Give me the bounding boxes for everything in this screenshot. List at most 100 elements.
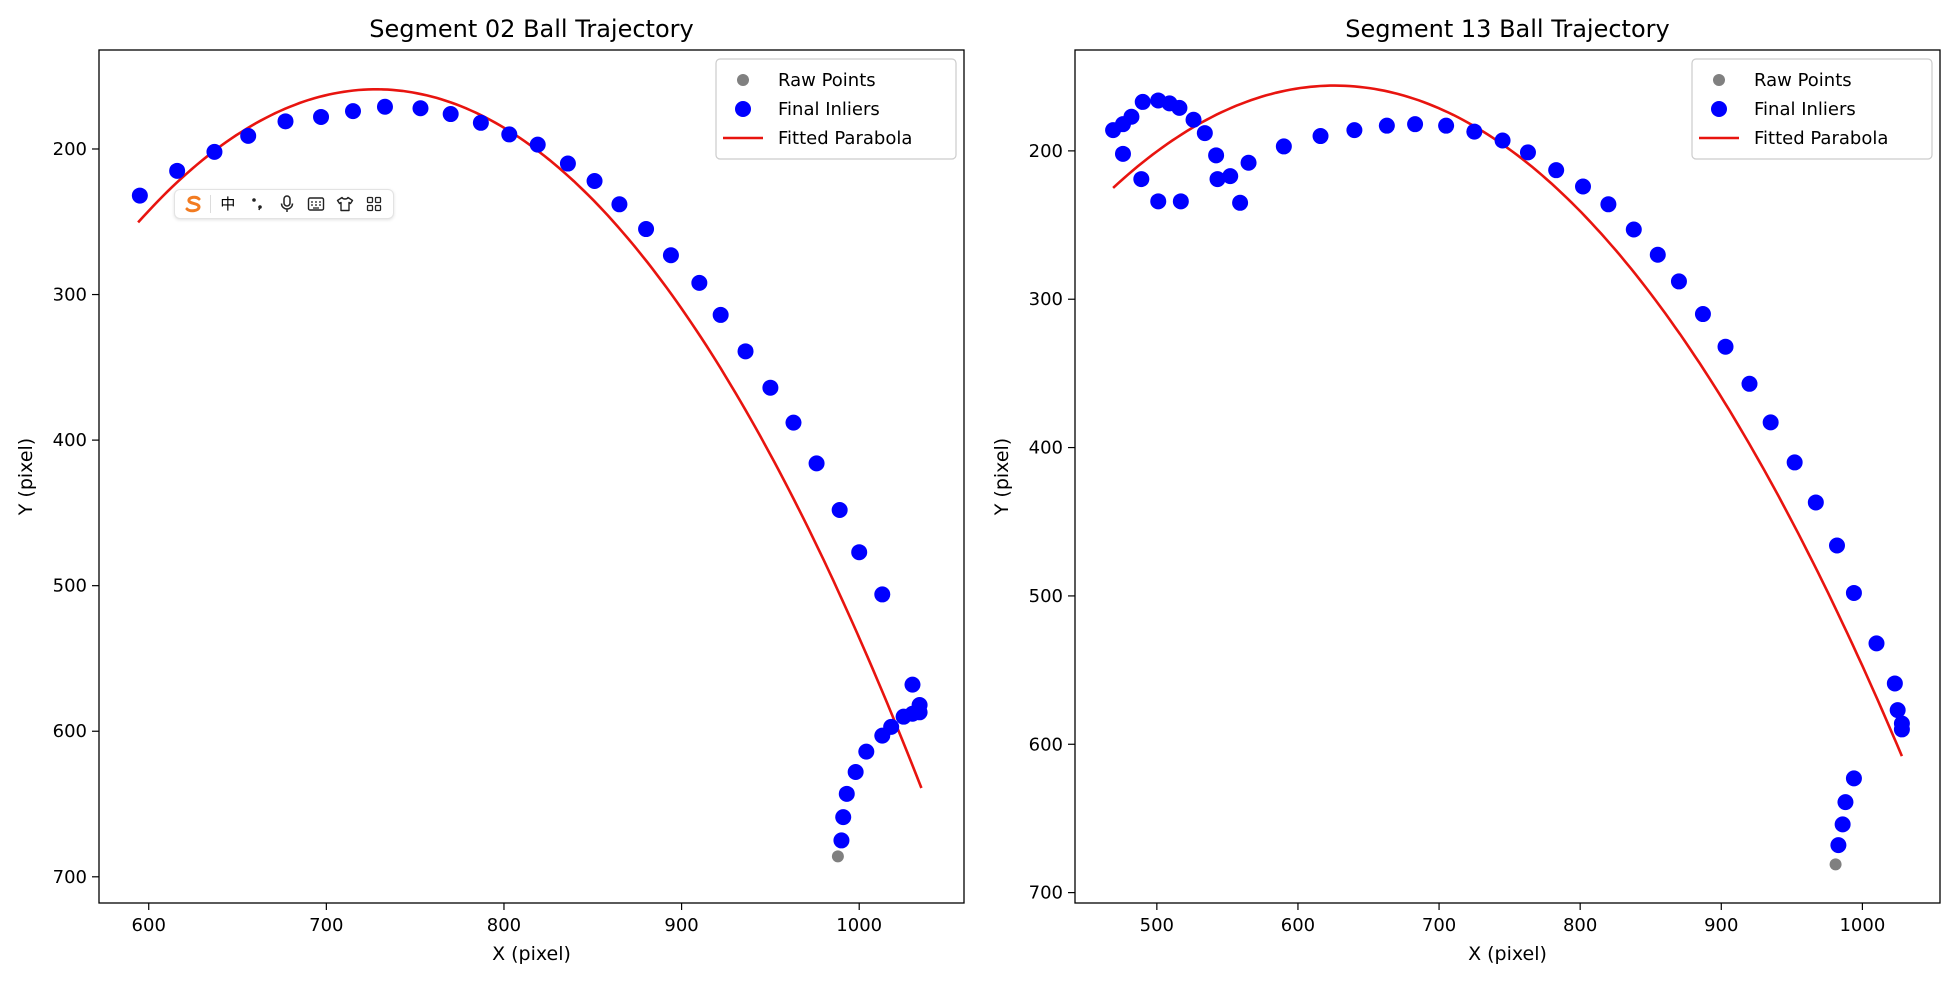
inlier-point <box>1741 375 1758 392</box>
inlier-point <box>904 676 921 693</box>
inlier-point <box>344 103 361 120</box>
y-axis-label: Y (pixel) <box>991 438 1013 516</box>
inlier-point <box>313 108 330 125</box>
y-tick-label: 200 <box>53 139 87 160</box>
inlier-point <box>1845 770 1862 787</box>
x-tick-label: 1000 <box>1839 915 1885 936</box>
legend-label: Final Inliers <box>1754 99 1856 120</box>
inlier-point <box>1519 144 1536 161</box>
inlier-point <box>1209 171 1226 188</box>
inlier-point <box>1208 147 1225 164</box>
inlier-point <box>691 274 708 291</box>
raw-point <box>1829 858 1842 871</box>
legend-label: Raw Points <box>778 70 876 91</box>
inlier-point <box>1134 93 1151 110</box>
y-tick-label: 600 <box>53 721 87 742</box>
inlier-point <box>1868 635 1885 652</box>
inlier-point <box>1625 221 1642 238</box>
y-tick-label: 200 <box>1029 141 1063 162</box>
chart-segment-13: Segment 13 Ball Trajectory 500 600 700 800 90… <box>991 15 1941 965</box>
inlier-point <box>1786 454 1803 471</box>
chart-title: Segment 13 Ball Trajectory <box>1345 15 1669 43</box>
inlier-point <box>1694 306 1711 323</box>
chart-segment-02: Segment 02 Ball Trajectory 600 700 800 900 10… <box>15 15 965 965</box>
inlier-point <box>1275 138 1292 155</box>
inlier-point <box>412 100 429 117</box>
chinese-mode-label: 中 <box>220 194 236 213</box>
inlier-point <box>1574 178 1591 195</box>
y-tick-label: 500 <box>1029 586 1063 607</box>
ime-floating-toolbar[interactable]: 中 <box>174 189 394 219</box>
inlier-point <box>1171 99 1188 116</box>
inlier-point <box>1830 837 1847 854</box>
inlier-point <box>586 173 603 190</box>
x-tick-label: 600 <box>1281 915 1315 936</box>
x-tick-label: 800 <box>1563 915 1597 936</box>
inlier-point <box>638 221 655 238</box>
inlier-point <box>762 379 779 396</box>
inlier-point <box>1494 132 1511 149</box>
inlier-point <box>559 155 576 172</box>
fitted-parabola-line <box>1112 84 1904 757</box>
inlier-point <box>858 743 875 760</box>
inlier-point <box>737 343 754 360</box>
inlier-point <box>1172 193 1189 210</box>
legend-box <box>1691 58 1933 160</box>
legend-label: Raw Points <box>1754 70 1852 91</box>
chinese-mode-icon[interactable]: 中 <box>215 192 240 216</box>
inlier-point <box>847 763 864 780</box>
inlier-point <box>442 106 459 123</box>
inlier-point <box>131 187 148 204</box>
y-axis-label: Y (pixel) <box>15 438 37 516</box>
inlier-point <box>1312 128 1329 145</box>
y-tick-label: 500 <box>53 576 87 597</box>
inlier-point <box>1837 794 1854 811</box>
y-tick-label: 700 <box>1029 883 1063 904</box>
inlier-point <box>662 247 679 264</box>
legend-box <box>715 58 957 160</box>
inlier-point <box>1548 162 1565 179</box>
legend-inlier-marker <box>1711 101 1727 117</box>
axes-frame <box>98 49 965 904</box>
y-tick-label: 300 <box>53 285 87 306</box>
y-tick-label: 400 <box>53 430 87 451</box>
legend-label: Fitted Parabola <box>778 128 912 149</box>
inlier-point <box>1407 116 1424 133</box>
inlier-point <box>831 501 848 518</box>
inlier-point <box>277 113 294 130</box>
x-axis-label: X (pixel) <box>492 943 571 965</box>
punctuation-icon[interactable] <box>245 192 270 216</box>
inlier-point <box>838 785 855 802</box>
inlier-point <box>240 127 257 144</box>
x-tick-label: 900 <box>1704 915 1738 936</box>
x-tick-label: 700 <box>1422 915 1456 936</box>
x-tick-label: 600 <box>132 915 166 936</box>
inlier-point <box>1240 154 1257 171</box>
inlier-point <box>874 586 891 603</box>
toolbar-separator <box>210 195 212 213</box>
y-tick-label: 700 <box>53 867 87 888</box>
x-tick-label: 700 <box>309 915 343 936</box>
toolbox-grid-icon[interactable] <box>362 192 387 216</box>
inlier-point <box>472 114 489 131</box>
keyboard-icon[interactable] <box>303 192 328 216</box>
raw-point <box>831 850 844 863</box>
inlier-point <box>169 162 186 179</box>
inlier-point <box>1150 193 1167 210</box>
inlier-point <box>1378 117 1395 134</box>
inlier-point <box>1222 168 1239 185</box>
microphone-icon[interactable] <box>274 192 299 216</box>
legend: Raw Points Final Inliers Fitted Parabola <box>1691 58 1933 160</box>
skin-shirt-icon[interactable] <box>332 192 357 216</box>
inlier-point <box>501 126 518 143</box>
inlier-point <box>851 544 868 561</box>
legend-raw-marker <box>737 74 749 86</box>
y-tick-label: 300 <box>1029 289 1063 310</box>
inlier-point <box>1346 122 1363 139</box>
inlier-point <box>1889 702 1906 719</box>
legend: Raw Points Final Inliers Fitted Parabola <box>715 58 957 160</box>
inlier-point <box>1649 246 1666 263</box>
inlier-point <box>1133 171 1150 188</box>
sogou-logo-icon[interactable] <box>181 192 206 216</box>
